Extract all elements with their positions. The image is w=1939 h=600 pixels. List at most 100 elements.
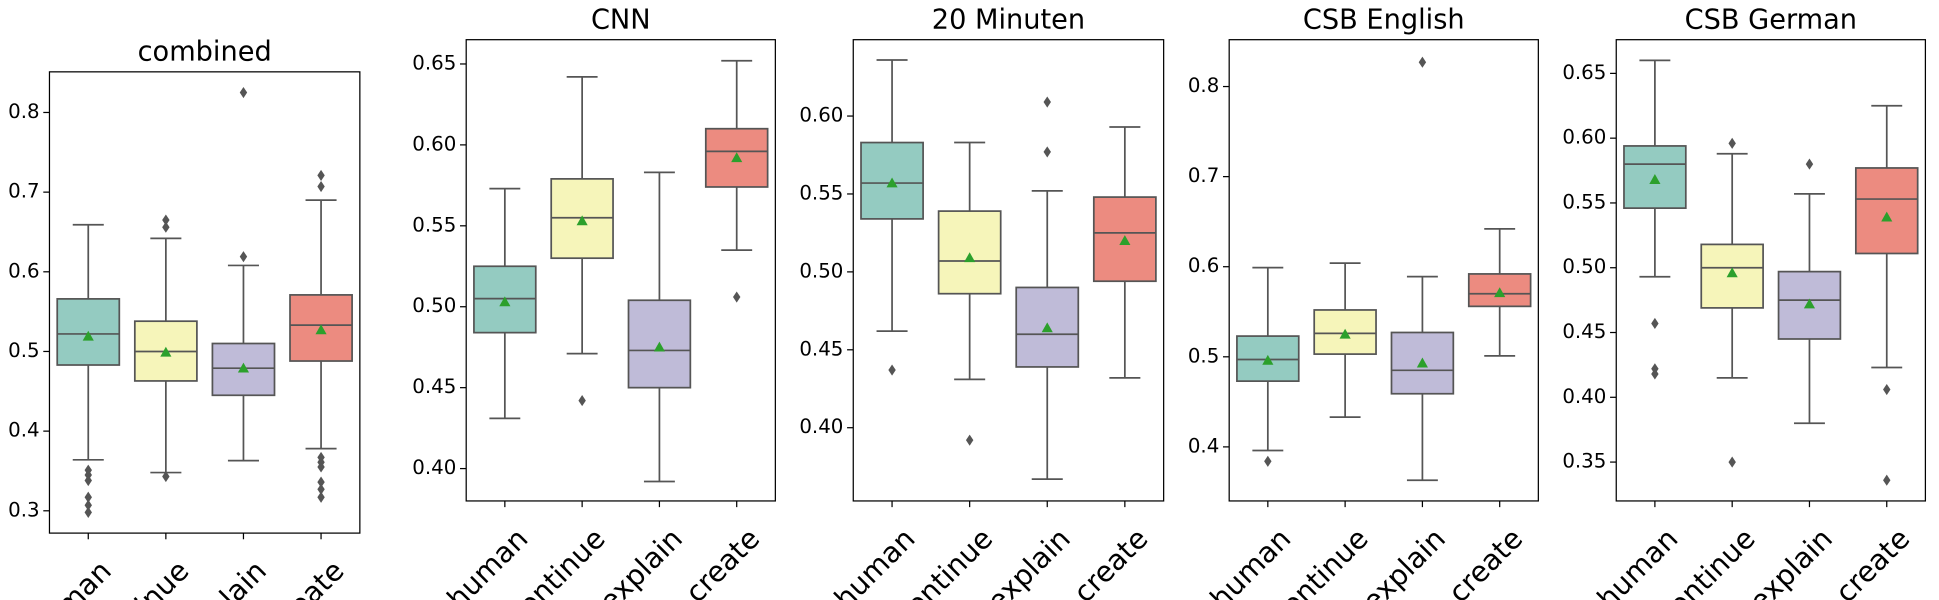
- flier: [965, 434, 974, 446]
- plot-frame: [1228, 39, 1539, 502]
- y-tick-label: 0.40: [1562, 385, 1606, 408]
- flier: [1728, 456, 1736, 468]
- mean-marker: [1262, 354, 1274, 365]
- flier: [1651, 317, 1659, 330]
- y-tick-label: 0.6: [8, 259, 39, 282]
- box: [1854, 167, 1919, 255]
- y-tick-label: 0.50: [412, 294, 456, 317]
- mean-marker: [1416, 357, 1428, 368]
- panel-title: 20 Minuten: [932, 5, 1085, 36]
- flier: [578, 395, 586, 407]
- plot-frame: [465, 39, 776, 502]
- x-tick-label: human: [24, 554, 117, 600]
- y-tick-label: 0.3: [8, 498, 39, 521]
- flier: [1418, 56, 1427, 68]
- box: [1623, 145, 1687, 209]
- mean-marker: [315, 324, 327, 335]
- y-tick-label: 0.60: [799, 104, 843, 127]
- flier: [84, 474, 92, 487]
- y-tick-label: 0.65: [1562, 61, 1606, 84]
- flier: [162, 221, 170, 233]
- panel-title: combined: [138, 37, 272, 68]
- flier: [1043, 96, 1051, 108]
- y-tick-label: 0.35: [1562, 450, 1606, 473]
- flier: [1805, 158, 1814, 170]
- mean-marker: [1726, 267, 1738, 278]
- mean-marker: [237, 362, 250, 373]
- x-tick-label: explain: [1356, 522, 1452, 600]
- flier: [317, 461, 325, 473]
- y-tick-label: 0.5: [1188, 344, 1219, 367]
- y-tick-label: 0.8: [1188, 74, 1219, 97]
- mean-marker: [1119, 235, 1131, 246]
- y-tick-label: 0.4: [1188, 434, 1219, 457]
- mean-marker: [499, 296, 511, 307]
- y-tick-label: 0.60: [412, 132, 456, 155]
- panel-title: CSB German: [1685, 5, 1857, 36]
- mean-marker: [886, 177, 898, 188]
- flier: [84, 499, 92, 511]
- y-tick-label: 0.4: [8, 419, 39, 442]
- flier: [162, 214, 170, 226]
- flier: [1264, 455, 1272, 467]
- mean-marker: [1649, 174, 1661, 184]
- y-tick-label: 0.50: [799, 259, 843, 282]
- flier: [1883, 383, 1891, 396]
- flier: [84, 506, 92, 518]
- mean-marker: [82, 330, 94, 341]
- plot-frame: [48, 71, 361, 534]
- x-tick-label: create: [679, 522, 766, 600]
- y-tick-label: 0.7: [1188, 164, 1219, 187]
- y-tick-label: 0.45: [412, 375, 456, 398]
- flier: [1728, 137, 1736, 149]
- flier: [1651, 368, 1659, 380]
- mean-marker: [653, 341, 665, 352]
- mean-marker: [1803, 298, 1816, 309]
- mean-marker: [160, 346, 172, 357]
- flier: [732, 291, 741, 303]
- y-tick-label: 0.7: [8, 180, 39, 203]
- y-tick-label: 0.45: [799, 337, 843, 360]
- x-tick-label: explain: [593, 522, 689, 600]
- flier: [1043, 146, 1051, 158]
- y-tick-label: 0.8: [8, 100, 39, 123]
- mean-marker: [1494, 287, 1506, 298]
- flier: [239, 251, 248, 263]
- x-tick-label: create: [1067, 522, 1154, 600]
- y-tick-label: 0.55: [799, 181, 843, 204]
- flier: [317, 476, 325, 488]
- mean-marker: [731, 152, 743, 163]
- y-tick-label: 0.5: [8, 339, 39, 362]
- y-tick-label: 0.65: [412, 51, 456, 74]
- flier: [317, 169, 325, 181]
- x-tick-label: create: [1442, 522, 1529, 600]
- y-tick-label: 0.60: [1562, 126, 1606, 149]
- flier: [1883, 474, 1891, 486]
- y-tick-label: 0.40: [412, 456, 456, 479]
- y-tick-label: 0.55: [412, 213, 456, 236]
- x-tick-label: explain: [981, 522, 1077, 600]
- y-tick-label: 0.50: [1562, 255, 1606, 278]
- panel-title: CNN: [591, 5, 651, 36]
- flier: [317, 180, 325, 193]
- x-tick-label: create: [1829, 522, 1916, 600]
- flier: [239, 86, 248, 99]
- flier: [888, 364, 896, 376]
- box: [289, 294, 353, 362]
- mean-marker: [576, 215, 588, 226]
- x-tick-label: explain: [1743, 522, 1839, 600]
- mean-marker: [1881, 211, 1893, 222]
- flier: [317, 491, 325, 503]
- plot-frame: [1615, 39, 1927, 502]
- y-tick-label: 0.6: [1188, 254, 1219, 277]
- x-tick-label: create: [263, 554, 350, 600]
- x-tick-label: human: [828, 522, 921, 600]
- y-tick-label: 0.45: [1562, 320, 1606, 343]
- plot-frame: [852, 39, 1165, 502]
- y-tick-label: 0.55: [1562, 190, 1606, 213]
- y-tick-label: 0.40: [799, 415, 843, 438]
- mean-marker: [964, 252, 976, 263]
- mean-marker: [1041, 322, 1053, 333]
